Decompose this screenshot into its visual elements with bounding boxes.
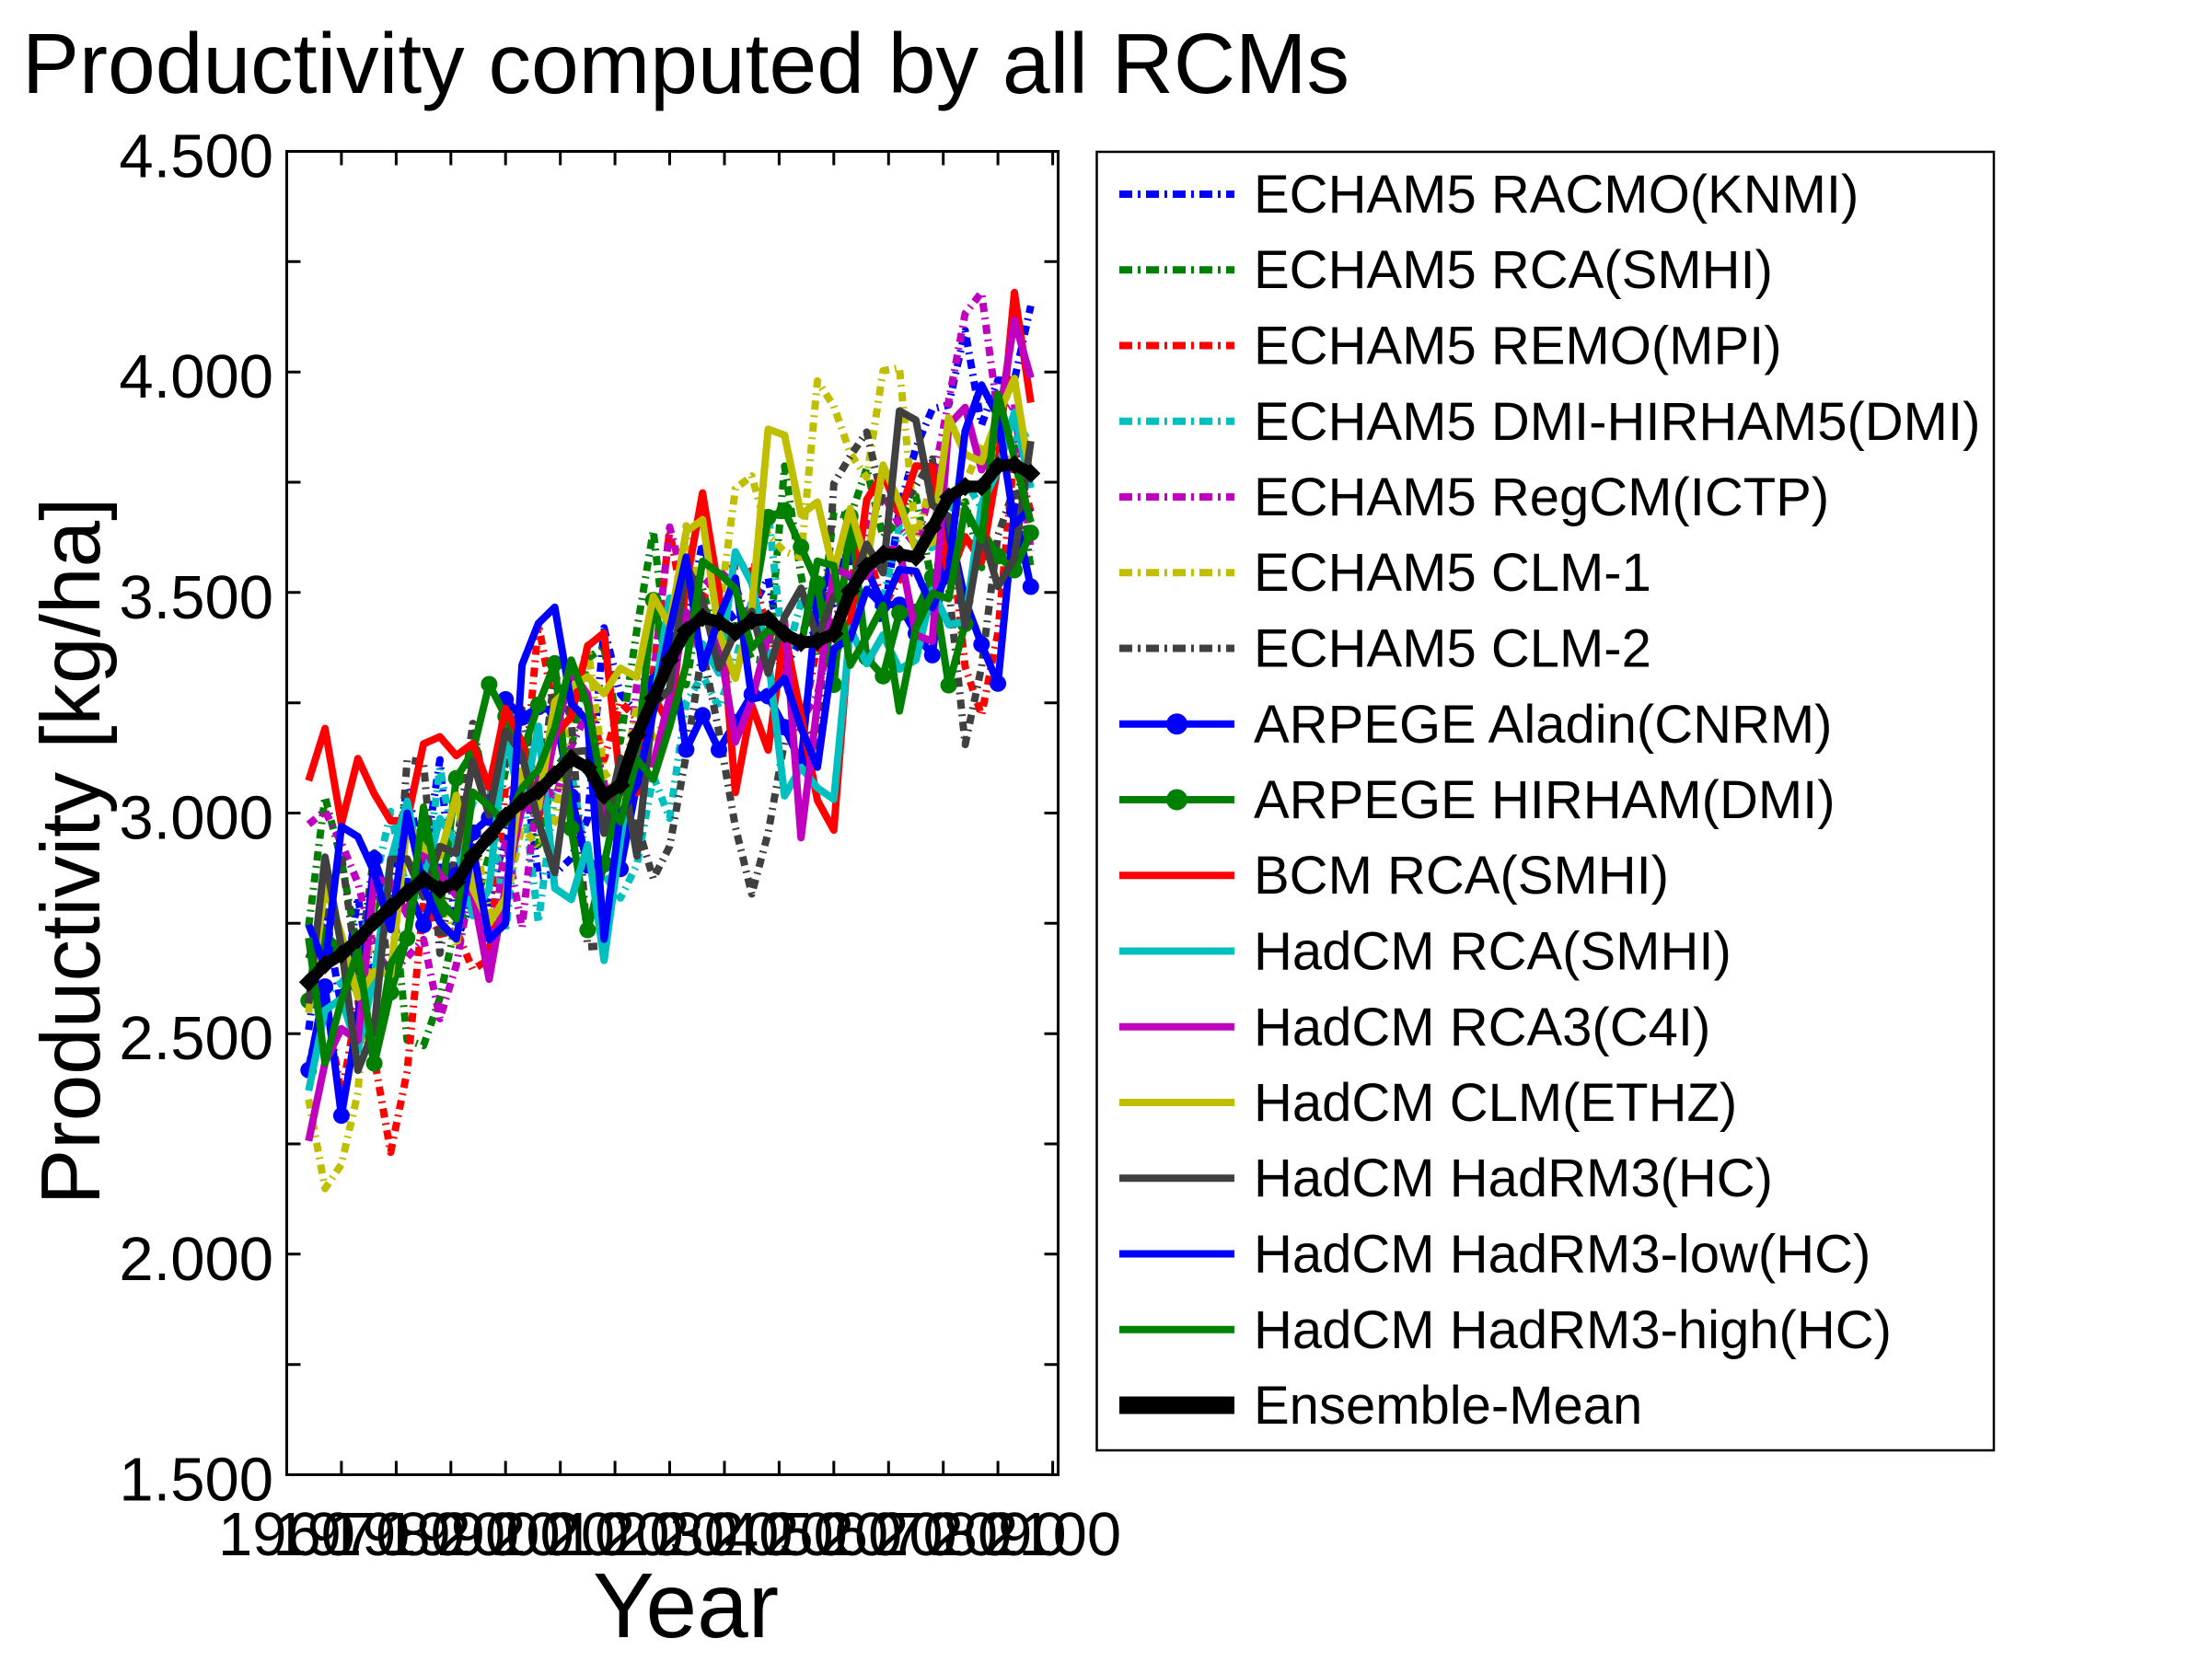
svg-text:2030: 2030 xyxy=(601,1500,738,1569)
svg-text:ECHAM5 RegCM(ICTP): ECHAM5 RegCM(ICTP) xyxy=(1254,467,1829,527)
svg-text:ECHAM5 CLM-2: ECHAM5 CLM-2 xyxy=(1254,619,1651,679)
svg-text:1970: 1970 xyxy=(272,1500,410,1569)
svg-text:Ensemble-Mean: Ensemble-Mean xyxy=(1254,1376,1642,1436)
svg-text:ARPEGE Aladin(CNRM): ARPEGE Aladin(CNRM) xyxy=(1254,695,1832,755)
svg-text:HadCM CLM(ETHZ): HadCM CLM(ETHZ) xyxy=(1254,1073,1737,1133)
svg-text:2.500: 2.500 xyxy=(119,1004,273,1073)
svg-text:HadCM HadRM3-low(HC): HadCM HadRM3-low(HC) xyxy=(1254,1225,1870,1285)
svg-text:BCM RCA(SMHI): BCM RCA(SMHI) xyxy=(1254,846,1669,906)
svg-text:3.000: 3.000 xyxy=(119,784,273,853)
svg-text:2010: 2010 xyxy=(492,1500,629,1569)
svg-text:HadCM HadRM3(HC): HadCM HadRM3(HC) xyxy=(1254,1148,1773,1208)
svg-text:2100: 2100 xyxy=(984,1500,1121,1569)
svg-text:HadCM RCA3(C4I): HadCM RCA3(C4I) xyxy=(1254,998,1710,1057)
svg-text:4.500: 4.500 xyxy=(119,122,273,191)
svg-text:2050: 2050 xyxy=(711,1500,848,1569)
svg-text:ECHAM5 CLM-1: ECHAM5 CLM-1 xyxy=(1254,543,1651,603)
svg-text:1980: 1980 xyxy=(328,1500,465,1569)
svg-text:2090: 2090 xyxy=(930,1500,1067,1569)
svg-text:Productivity [kg/ha]: Productivity [kg/ha] xyxy=(25,498,118,1206)
svg-text:ECHAM5 RCA(SMHI): ECHAM5 RCA(SMHI) xyxy=(1254,240,1773,300)
svg-text:2070: 2070 xyxy=(820,1500,957,1569)
svg-text:HadCM HadRM3-high(HC): HadCM HadRM3-high(HC) xyxy=(1254,1300,1892,1360)
svg-text:1960: 1960 xyxy=(218,1500,355,1569)
svg-text:2040: 2040 xyxy=(655,1500,793,1569)
svg-text:3.500: 3.500 xyxy=(119,563,273,632)
svg-text:Productivity computed by all R: Productivity computed by all RCMs xyxy=(22,16,1349,111)
svg-text:ECHAM5 REMO(MPI): ECHAM5 REMO(MPI) xyxy=(1254,317,1782,376)
svg-text:ECHAM5 DMI-HIRHAM5(DMI): ECHAM5 DMI-HIRHAM5(DMI) xyxy=(1254,392,1980,452)
svg-text:2060: 2060 xyxy=(765,1500,902,1569)
svg-text:1.500: 1.500 xyxy=(119,1446,273,1515)
svg-text:ARPEGE HIRHAM(DMI): ARPEGE HIRHAM(DMI) xyxy=(1254,770,1836,830)
svg-text:4.000: 4.000 xyxy=(119,342,273,411)
svg-text:2000: 2000 xyxy=(437,1500,574,1569)
svg-text:Year: Year xyxy=(593,1554,779,1657)
svg-text:2080: 2080 xyxy=(874,1500,1012,1569)
svg-text:2020: 2020 xyxy=(547,1500,684,1569)
svg-text:2.000: 2.000 xyxy=(119,1225,273,1294)
svg-text:HadCM RCA(SMHI): HadCM RCA(SMHI) xyxy=(1254,922,1731,982)
svg-text:1990: 1990 xyxy=(382,1500,519,1569)
svg-text:ECHAM5 RACMO(KNMI): ECHAM5 RACMO(KNMI) xyxy=(1254,165,1859,225)
